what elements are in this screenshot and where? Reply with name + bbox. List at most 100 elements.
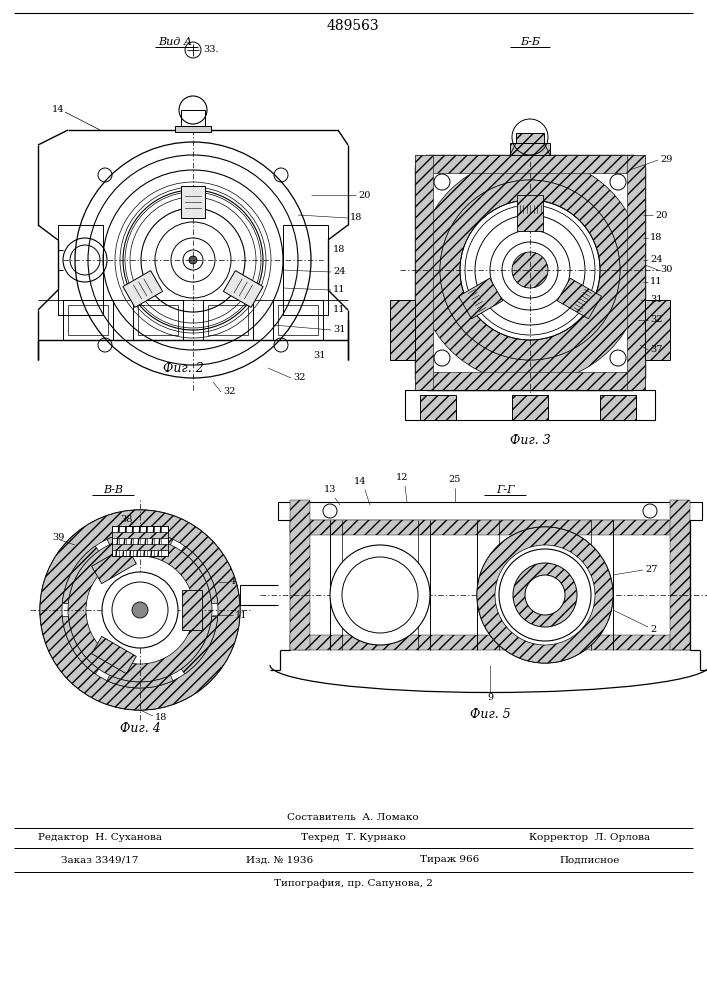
Text: 32: 32	[650, 316, 662, 324]
Bar	[68, 305, 108, 335]
Text: 37: 37	[650, 346, 662, 355]
Text: Редактор  Н. Суханова: Редактор Н. Суханова	[38, 834, 162, 842]
Bar	[63, 300, 113, 340]
Circle shape	[512, 252, 548, 288]
Circle shape	[477, 527, 613, 663]
Bar	[58, 225, 103, 315]
Text: Тираж 966: Тираж 966	[421, 856, 479, 864]
Text: 39: 39	[52, 534, 64, 542]
Text: Фиг. 2: Фиг. 2	[163, 361, 204, 374]
Circle shape	[499, 549, 591, 641]
Text: 20: 20	[655, 211, 667, 220]
Bar	[290, 500, 310, 650]
Text: 18: 18	[155, 714, 168, 722]
Text: 24: 24	[333, 267, 346, 276]
Text: 31: 31	[650, 296, 662, 304]
Bar	[208, 305, 248, 335]
Bar	[112, 544, 168, 550]
Text: 20: 20	[358, 190, 370, 200]
Bar	[557, 278, 602, 319]
Text: 31: 31	[313, 351, 325, 360]
Bar	[517, 195, 543, 231]
Text: Техред  Т. Курнако: Техред Т. Курнако	[300, 834, 405, 842]
Text: Подписное: Подписное	[560, 856, 620, 864]
Wedge shape	[181, 616, 218, 674]
Text: 18: 18	[333, 245, 346, 254]
Circle shape	[342, 557, 418, 633]
Text: 14: 14	[354, 478, 366, 487]
Text: 24: 24	[650, 255, 662, 264]
Wedge shape	[62, 616, 99, 674]
Bar	[123, 271, 163, 307]
Text: 12: 12	[396, 474, 408, 483]
Text: 14: 14	[52, 105, 64, 114]
Bar	[290, 635, 690, 650]
Bar	[670, 500, 690, 650]
Text: Фиг. 5: Фиг. 5	[469, 708, 510, 722]
Bar	[516, 133, 544, 143]
Bar	[175, 126, 211, 132]
Bar	[627, 155, 645, 390]
Bar	[181, 110, 205, 126]
Text: 30: 30	[660, 265, 672, 274]
Bar	[133, 300, 183, 340]
Bar	[92, 546, 136, 584]
Bar	[290, 520, 690, 535]
Text: 38: 38	[120, 516, 132, 524]
Text: 11: 11	[333, 306, 346, 314]
Text: 11: 11	[333, 286, 346, 294]
Bar	[273, 300, 323, 340]
Wedge shape	[181, 546, 218, 604]
Text: В-В: В-В	[103, 485, 123, 495]
Bar	[182, 590, 202, 630]
Text: 33.: 33.	[203, 45, 218, 54]
Text: Составитель  А. Ломако: Составитель А. Ломако	[287, 814, 419, 822]
Text: 32: 32	[223, 387, 235, 396]
Text: Фиг. 3: Фиг. 3	[510, 434, 550, 446]
Bar	[405, 390, 655, 420]
Circle shape	[40, 510, 240, 710]
Circle shape	[330, 545, 430, 645]
Wedge shape	[417, 157, 643, 383]
Bar	[181, 186, 205, 218]
Bar	[390, 300, 415, 360]
Text: 29: 29	[660, 155, 672, 164]
Circle shape	[132, 602, 148, 618]
Bar	[138, 305, 178, 335]
Text: Г-Г: Г-Г	[496, 485, 514, 495]
Text: 4: 4	[230, 578, 236, 586]
Text: 32: 32	[293, 373, 305, 382]
Wedge shape	[68, 538, 212, 682]
Text: 489563: 489563	[327, 19, 380, 33]
Text: Изд. № 1936: Изд. № 1936	[247, 856, 314, 864]
Circle shape	[513, 563, 577, 627]
Text: 18: 18	[350, 214, 363, 223]
Bar	[645, 300, 670, 360]
Bar	[459, 278, 503, 319]
Wedge shape	[107, 532, 173, 545]
Text: Заказ 3349/17: Заказ 3349/17	[62, 856, 139, 864]
Circle shape	[102, 572, 178, 648]
Bar	[92, 636, 136, 674]
Bar	[223, 271, 263, 307]
Text: 11: 11	[235, 610, 247, 619]
Wedge shape	[440, 180, 620, 360]
Text: 9: 9	[487, 694, 493, 702]
Wedge shape	[62, 546, 99, 604]
Text: 13: 13	[324, 486, 337, 494]
Text: 18: 18	[650, 233, 662, 242]
Bar	[278, 305, 318, 335]
Text: Типография, пр. Сапунова, 2: Типография, пр. Сапунова, 2	[274, 880, 433, 888]
Bar	[203, 300, 253, 340]
Bar	[512, 395, 548, 420]
Bar	[415, 155, 433, 390]
Circle shape	[525, 575, 565, 615]
Text: 11: 11	[650, 277, 662, 286]
Bar	[112, 526, 168, 556]
Wedge shape	[107, 675, 173, 688]
Text: 2: 2	[650, 626, 656, 635]
Bar	[510, 143, 550, 155]
Text: Фиг. 4: Фиг. 4	[119, 722, 160, 734]
Text: 31: 31	[333, 326, 346, 334]
Bar	[420, 395, 456, 420]
